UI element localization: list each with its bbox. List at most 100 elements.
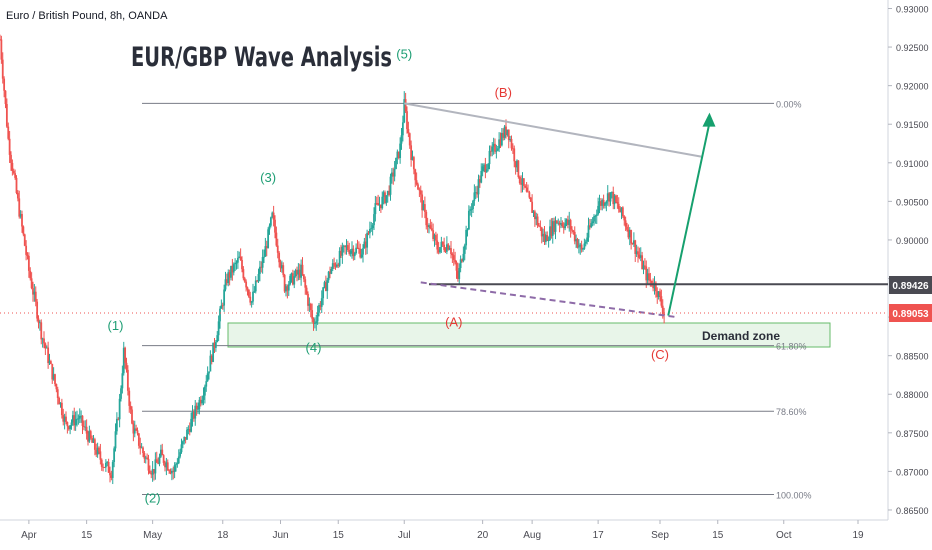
candle-body[interactable] [340, 250, 342, 256]
candle-body[interactable] [333, 263, 336, 265]
candle-body[interactable] [278, 252, 281, 263]
candle-body[interactable] [593, 216, 595, 222]
candle-body[interactable] [91, 438, 94, 443]
candle-body[interactable] [439, 247, 441, 253]
candle-body[interactable] [450, 248, 452, 254]
candle-body[interactable] [352, 248, 355, 257]
candle-body[interactable] [491, 146, 494, 152]
candle-body[interactable] [404, 99, 407, 112]
candle-body[interactable] [560, 223, 562, 225]
candle-body[interactable] [289, 275, 292, 285]
candle-body[interactable] [30, 278, 33, 289]
candle-body[interactable] [359, 248, 362, 258]
candle-body[interactable] [481, 166, 484, 171]
candle-body[interactable] [172, 470, 175, 472]
candle-body[interactable] [472, 200, 474, 210]
candle-body[interactable] [320, 298, 323, 307]
candle-body[interactable] [253, 291, 256, 293]
candle-body[interactable] [265, 246, 268, 249]
candle-body[interactable] [440, 241, 443, 248]
candle-body[interactable] [228, 272, 231, 278]
candle-body[interactable] [4, 90, 7, 105]
candle-body[interactable] [155, 459, 158, 463]
candle-body[interactable] [81, 415, 84, 426]
candle-body[interactable] [165, 462, 168, 468]
candle-body[interactable] [298, 269, 301, 278]
candle-body[interactable] [184, 436, 187, 440]
candle-body[interactable] [583, 243, 586, 249]
candle-body[interactable] [400, 135, 403, 144]
candle-body[interactable] [411, 157, 414, 160]
candle-body[interactable] [249, 296, 252, 303]
candle-body[interactable] [532, 211, 535, 213]
candle-body[interactable] [595, 214, 598, 216]
candle-body[interactable] [499, 139, 502, 146]
candle-body[interactable] [76, 418, 78, 420]
candle-body[interactable] [517, 160, 520, 178]
candle-body[interactable] [120, 388, 122, 399]
candle-body[interactable] [322, 287, 325, 299]
candle-body[interactable] [180, 444, 183, 453]
candle-body[interactable] [367, 232, 370, 234]
candle-body[interactable] [147, 458, 150, 471]
candle-body[interactable] [197, 409, 199, 410]
candle-body[interactable] [407, 129, 410, 134]
candle-body[interactable] [580, 244, 583, 250]
candle-body[interactable] [572, 230, 575, 232]
candle-body[interactable] [238, 256, 241, 258]
candle-body[interactable] [73, 415, 76, 426]
candle-body[interactable] [654, 282, 657, 292]
candle-body[interactable] [109, 472, 111, 476]
candle-body[interactable] [258, 266, 261, 275]
candle-body[interactable] [428, 225, 430, 227]
candle-body[interactable] [103, 467, 106, 468]
candle-body[interactable] [22, 226, 25, 235]
dashed-trendline[interactable] [420, 281, 677, 319]
candle-body[interactable] [635, 251, 638, 254]
candle-body[interactable] [484, 164, 487, 173]
candle-body[interactable] [448, 248, 451, 250]
candle-body[interactable] [239, 256, 242, 260]
candle-body[interactable] [60, 402, 63, 416]
candle-body[interactable] [480, 170, 483, 183]
candle-body[interactable] [650, 280, 653, 286]
candle-body[interactable] [143, 453, 146, 459]
candle-body[interactable] [312, 318, 315, 324]
candle-body[interactable] [267, 229, 270, 249]
candle-body[interactable] [124, 347, 127, 363]
candle-body[interactable] [348, 250, 351, 254]
candle-body[interactable] [612, 191, 615, 205]
candle-body[interactable] [485, 169, 488, 173]
candle-body[interactable] [23, 234, 26, 246]
candle-body[interactable] [242, 269, 245, 279]
candle-body[interactable] [254, 280, 257, 292]
candle-body[interactable] [441, 241, 444, 245]
candle-body[interactable] [362, 248, 364, 255]
candle-body[interactable] [70, 422, 73, 426]
candle-body[interactable] [363, 241, 366, 249]
candle-body[interactable] [604, 203, 606, 206]
candle-body[interactable] [294, 270, 297, 277]
candle-body[interactable] [594, 215, 597, 217]
candle-body[interactable] [591, 221, 594, 224]
candle-body[interactable] [327, 271, 330, 281]
candle-body[interactable] [648, 273, 650, 280]
candle-body[interactable] [381, 196, 384, 209]
candle-body[interactable] [488, 150, 491, 165]
candle-body[interactable] [598, 201, 601, 206]
candle-body[interactable] [558, 222, 561, 225]
candle-body[interactable] [74, 419, 77, 426]
candle-body[interactable] [477, 179, 480, 195]
candle-body[interactable] [41, 338, 44, 340]
candle-body[interactable] [331, 263, 334, 270]
candle-body[interactable] [345, 245, 348, 248]
candle-body[interactable] [179, 452, 182, 457]
candle-body[interactable] [349, 250, 352, 254]
candle-body[interactable] [232, 264, 235, 273]
candle-body[interactable] [69, 425, 72, 430]
candle-body[interactable] [71, 415, 74, 423]
candle-body[interactable] [498, 139, 501, 149]
candle-body[interactable] [8, 138, 11, 155]
candle-body[interactable] [18, 198, 21, 217]
candle-body[interactable] [597, 205, 600, 215]
